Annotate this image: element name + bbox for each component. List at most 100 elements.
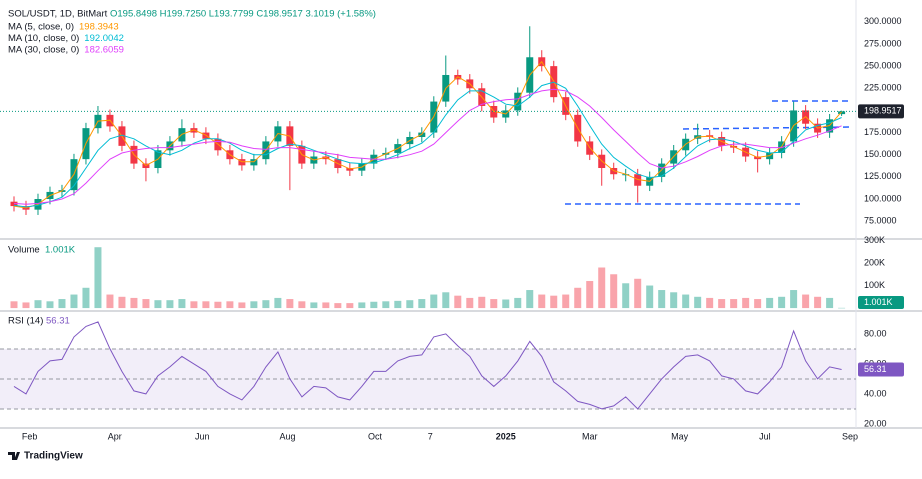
volume-bar <box>262 300 270 309</box>
trend-line <box>682 126 851 130</box>
brand-name: TradingView <box>24 451 83 462</box>
volume-bar <box>298 301 306 309</box>
volume-bar <box>706 297 714 309</box>
volume-bar <box>526 290 534 309</box>
volume-bar <box>286 299 294 309</box>
x-tick-label: Sep <box>842 431 858 441</box>
y-tick-label: 100.0000 <box>864 193 902 203</box>
rsi-title: RSI (14) <box>8 316 43 327</box>
x-tick-label: 2025 <box>496 431 516 441</box>
symbol-title: SOL/USDT, 1D, BitMart <box>8 9 108 20</box>
x-tick-label: Mar <box>582 431 598 441</box>
brand-logo <box>8 452 20 460</box>
volume-bar <box>646 285 654 309</box>
volume-bar <box>58 299 66 309</box>
volume-bar <box>490 299 498 309</box>
volume-bar <box>130 297 138 309</box>
ma-line <box>13 88 842 205</box>
volume-bar <box>250 301 258 309</box>
rsi-last-label: 56.31 <box>864 364 887 374</box>
volume-bar <box>334 303 342 309</box>
volume-bar <box>814 296 822 309</box>
volume-bar <box>502 299 510 309</box>
volume-bar <box>790 290 798 309</box>
volume-bar <box>730 299 738 309</box>
rsi-last-box <box>858 362 904 377</box>
volume-bar <box>718 299 726 309</box>
volume-bar <box>322 302 330 309</box>
volume-title: Volume <box>8 245 40 256</box>
rsi-tick-label: 80.00 <box>864 328 887 338</box>
y-tick-label: 300.0000 <box>864 16 902 26</box>
volume-bar <box>46 301 54 309</box>
volume-bar <box>370 301 378 309</box>
legend-name: MA (5, close, 0) <box>8 22 74 33</box>
volume-bar <box>190 301 198 309</box>
volume-bar <box>226 301 234 309</box>
volume-bar <box>550 295 558 309</box>
x-tick-label: Jun <box>195 431 210 441</box>
volume-bar <box>802 294 810 309</box>
volume-bar <box>574 287 582 309</box>
volume-bar <box>382 301 390 309</box>
volume-bar <box>346 303 354 309</box>
volume-bar <box>274 297 282 309</box>
legend-name: MA (30, close, 0) <box>8 45 79 56</box>
volume-bar <box>430 294 438 309</box>
volume-tick-label: 100K <box>864 280 885 290</box>
volume-bar <box>778 296 786 309</box>
last-price-box <box>858 104 904 119</box>
volume-bar <box>118 296 126 309</box>
drawings <box>565 100 851 205</box>
rsi-legend-value: 56.31 <box>46 316 70 327</box>
volume-bar <box>586 281 594 309</box>
volume-bar <box>94 247 102 309</box>
ma-line <box>13 60 842 209</box>
y-tick-label: 225.0000 <box>864 83 902 93</box>
volume-bar <box>358 302 366 309</box>
y-tick-label: 275.0000 <box>864 38 902 48</box>
volume-bar <box>394 300 402 309</box>
x-tick-label: May <box>671 431 689 441</box>
volume-tick-label: 300K <box>864 235 885 245</box>
volume-bar <box>622 283 630 309</box>
y-tick-label: 75.0000 <box>864 216 897 226</box>
volume-bar <box>766 297 774 309</box>
volume-bar <box>658 290 666 309</box>
y-tick-label: 125.0000 <box>864 171 902 181</box>
volume-bar <box>406 300 414 309</box>
volume-bar <box>166 300 174 309</box>
volume-bar <box>418 299 426 309</box>
volume-bar <box>34 300 42 309</box>
volume-bar <box>154 300 162 309</box>
volume-bar <box>562 294 570 309</box>
volume-bar <box>598 267 606 309</box>
volume-tick-label: 200K <box>864 257 885 267</box>
legend-name: MA (10, close, 0) <box>8 33 79 44</box>
candle-body <box>838 111 846 115</box>
y-tick-label: 150.0000 <box>864 149 902 159</box>
volume-bar <box>466 297 474 309</box>
volume-bar <box>754 299 762 309</box>
volume-bar <box>826 297 834 309</box>
volume-bar <box>634 278 642 309</box>
rsi-line <box>13 321 842 410</box>
volume-bar <box>838 307 846 309</box>
volume-bar <box>478 296 486 309</box>
volume-bar <box>214 301 222 309</box>
legend-value: 198.3943 <box>79 22 119 33</box>
legend-value: 192.0042 <box>84 33 124 44</box>
brand: TradingView <box>8 451 83 462</box>
x-tick-label: Aug <box>279 431 295 441</box>
volume-bar <box>70 294 78 309</box>
ohlc-text: O195.8498 H199.7250 L193.7799 C198.9517 … <box>110 9 376 20</box>
volume-bar <box>670 292 678 309</box>
volume-bar <box>310 302 318 309</box>
volume-bar <box>610 274 618 309</box>
volume-bar <box>106 294 114 309</box>
x-tick-label: Oct <box>368 431 383 441</box>
y-tick-label: 250.0000 <box>864 61 902 71</box>
rsi-tick-label: 20.00 <box>864 418 887 428</box>
